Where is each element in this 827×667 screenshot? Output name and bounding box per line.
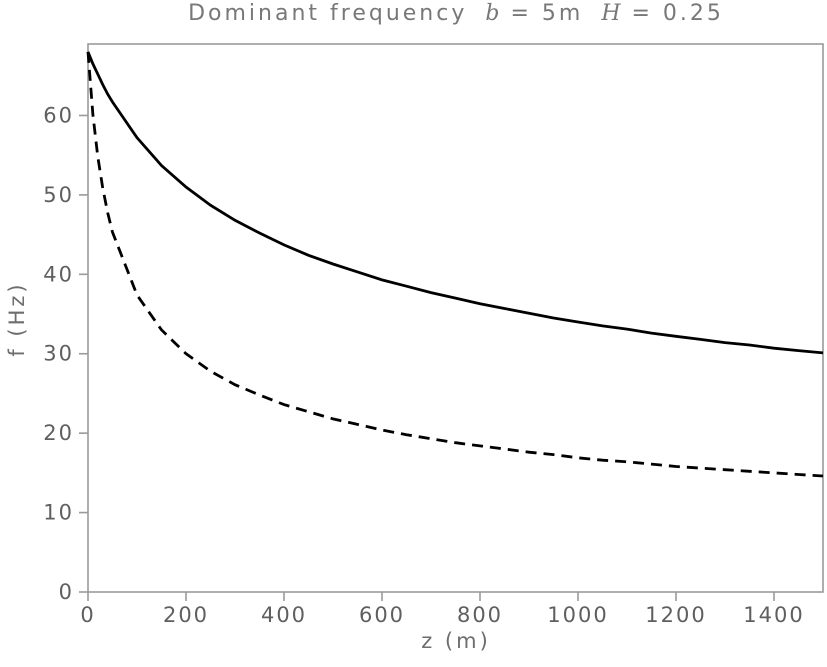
param-H-value: = 0.25 (631, 1, 724, 26)
x-tick-label: 400 (261, 603, 307, 627)
x-tick-label: 600 (359, 603, 405, 627)
plot-frame (87, 43, 824, 593)
axes-frame (87, 43, 824, 593)
x-axis-label: z (m) (421, 629, 491, 653)
y-tick-label: 40 (43, 262, 74, 286)
data-curves (86, 51, 824, 478)
param-b-value: = 5m (510, 1, 584, 26)
tick-labels: 0 200 400 600 800 1000 1200 1400 0 10 20 30 40 50 60 (43, 103, 804, 627)
y-tick-label: 0 (59, 580, 74, 604)
x-tick-label: 0 (80, 603, 95, 627)
chart-title: Dominant frequency b = 5m H = 0.25 (88, 1, 824, 26)
y-tick-label: 30 (43, 342, 74, 366)
y-axis-label: f (Hz) (5, 281, 29, 357)
y-tick-label: 60 (43, 103, 74, 127)
x-tick-label: 1200 (645, 603, 706, 627)
x-tick-label: 1400 (743, 603, 804, 627)
y-tick-label: 10 (43, 501, 74, 525)
axis-ticks (79, 114, 775, 601)
param-H-symbol: H (601, 1, 622, 26)
param-b-symbol: b (485, 1, 501, 26)
x-tick-label: 800 (457, 603, 503, 627)
solid-curve (86, 51, 824, 355)
x-tick-label: 200 (163, 603, 209, 627)
y-tick-label: 50 (43, 183, 74, 207)
dashed-curve (86, 51, 824, 478)
y-tick-label: 20 (43, 421, 74, 445)
x-tick-label: 1000 (547, 603, 608, 627)
chart-title-main: Dominant frequency (188, 1, 468, 26)
